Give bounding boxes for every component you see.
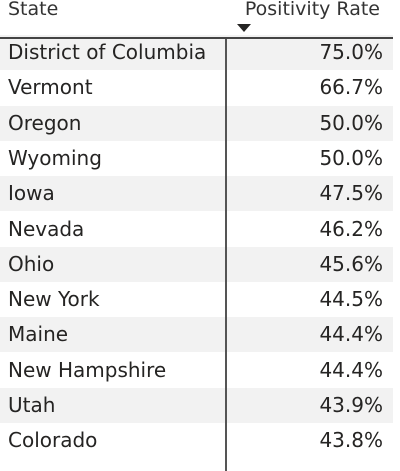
rate-cell: 44.5% [319, 287, 383, 312]
rate-cell: 47.5% [319, 181, 383, 206]
table-row[interactable]: Colorado 43.8% [0, 423, 393, 458]
rate-cell: 43.8% [319, 428, 383, 453]
state-cell: Vermont [8, 75, 93, 100]
state-cell: District of Columbia [8, 40, 207, 64]
state-cell: Ohio [8, 251, 55, 276]
state-cell: Iowa [8, 181, 55, 206]
rate-cell: 44.4% [319, 357, 383, 382]
state-cell: Wyoming [8, 145, 102, 170]
table-row[interactable]: New Hampshire 44.4% [0, 353, 393, 388]
state-cell: Maine [8, 322, 69, 347]
column-header[interactable]: Positivity Rate [244, 0, 380, 20]
table-row[interactable]: Vermont 66.7% [0, 70, 393, 105]
state-cell: New York [8, 287, 100, 312]
rate-cell: 50.0% [319, 145, 383, 170]
state-cell: New Hampshire [8, 357, 167, 382]
header-divider [0, 37, 393, 39]
sort-indicator [237, 24, 251, 32]
column-header[interactable]: State [8, 0, 59, 20]
table-row[interactable]: Ohio 45.6% [0, 246, 393, 282]
table-row[interactable]: District of Columbia 75.0% [0, 35, 393, 70]
state-cell: Utah [8, 393, 56, 417]
table-row[interactable]: Oregon 50.0% [0, 105, 393, 141]
rate-cell: 66.7% [319, 75, 383, 100]
rate-cell: 45.6% [319, 251, 383, 276]
rate-cell: 50.0% [319, 110, 383, 135]
table-row[interactable]: Maine 44.4% [0, 317, 393, 353]
rate-cell: 43.9% [319, 393, 383, 417]
table-row[interactable]: New York 44.5% [0, 282, 393, 317]
table-row[interactable]: Iowa 47.5% [0, 176, 393, 212]
state-cell: Oregon [8, 110, 82, 135]
rate-cell: 46.2% [319, 216, 383, 241]
state-cell: Colorado [8, 428, 98, 453]
state-cell: Nevada [8, 216, 85, 241]
table-row[interactable]: Wyoming 50.0% [0, 141, 393, 176]
rate-cell: 75.0% [319, 40, 383, 64]
table-row[interactable]: Utah 43.9% [0, 388, 393, 423]
table-row[interactable]: Nevada 46.2% [0, 212, 393, 247]
column-divider [225, 39, 227, 471]
rate-cell: 44.4% [319, 322, 383, 347]
